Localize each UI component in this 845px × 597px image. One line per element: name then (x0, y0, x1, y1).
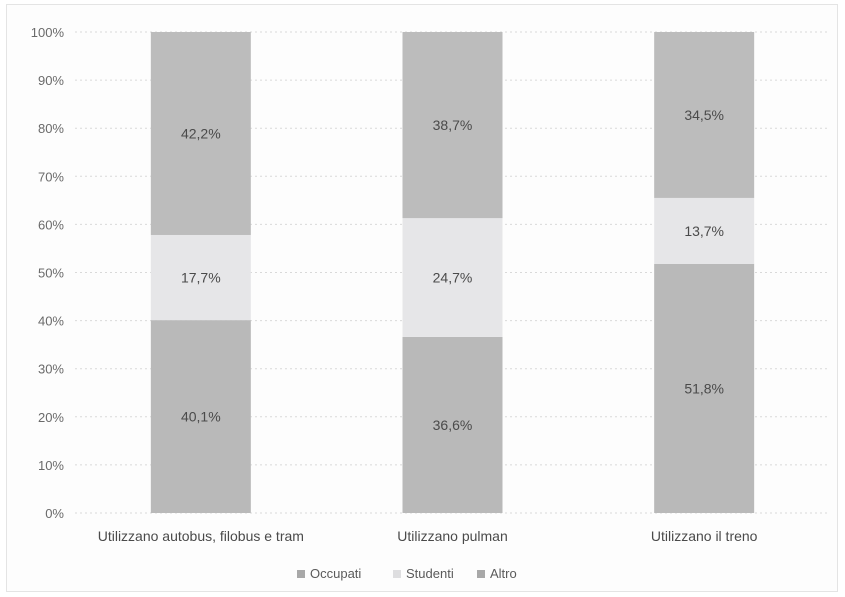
y-tick-label: 30% (38, 362, 64, 377)
y-tick-label: 50% (38, 266, 64, 281)
y-tick-label: 40% (38, 314, 64, 329)
legend-swatch-occupati (297, 570, 305, 578)
bar-segment-studenti-2 (402, 218, 503, 337)
data-label-altro-3: 34,5% (684, 107, 724, 123)
legend-label-occupati: Occupati (310, 566, 361, 581)
legend-swatch-altro (477, 570, 485, 578)
y-tick-label: 70% (38, 169, 64, 184)
y-tick-label: 90% (38, 73, 64, 88)
y-tick-label: 0% (45, 506, 64, 521)
x-category-label: Utilizzano pulman (397, 528, 508, 544)
bar-segment-studenti-1 (150, 234, 251, 321)
legend-label-altro: Altro (490, 566, 517, 581)
bar-segment-altro-1 (150, 32, 251, 235)
y-tick-label: 20% (38, 410, 64, 425)
legend-label-studenti: Studenti (406, 566, 454, 581)
data-label-studenti-3: 13,7% (684, 223, 724, 239)
bar-segment-occupati-1 (150, 320, 251, 513)
y-tick-label: 60% (38, 217, 64, 232)
data-label-studenti-1: 17,7% (181, 270, 221, 286)
legend-swatch-studenti (393, 570, 401, 578)
data-label-studenti-2: 24,7% (433, 270, 473, 286)
data-label-occupati-1: 40,1% (181, 409, 221, 425)
bar-segment-altro-2 (402, 32, 503, 219)
data-label-altro-1: 42,2% (181, 125, 221, 141)
data-labels: 40,1% 17,7% 42,2% 36,6% 24,7% 38,7% 51,8% 13,7%… (181, 107, 724, 433)
bars (150, 32, 755, 513)
bar-segment-altro-3 (654, 32, 755, 198)
y-axis-tick-labels: 0% 10% 20% 30% 40% 50% 60% 70% 80% 90% 100% (31, 25, 65, 521)
bar-segment-studenti-3 (654, 197, 755, 264)
data-label-occupati-2: 36,6% (433, 417, 473, 433)
y-tick-label: 100% (31, 25, 65, 40)
data-label-altro-2: 38,7% (433, 117, 473, 133)
x-category-label: Utilizzano il treno (651, 528, 758, 544)
y-tick-label: 80% (38, 121, 64, 136)
bar-segment-occupati-3 (654, 263, 755, 513)
x-category-label: Utilizzano autobus, filobus e tram (98, 528, 304, 544)
bar-segment-occupati-2 (402, 336, 503, 513)
data-label-occupati-3: 51,8% (684, 380, 724, 396)
x-axis-category-labels: Utilizzano autobus, filobus e tram Utiliz… (98, 528, 758, 544)
y-tick-label: 10% (38, 458, 64, 473)
legend: Occupati Studenti Altro (297, 566, 517, 581)
